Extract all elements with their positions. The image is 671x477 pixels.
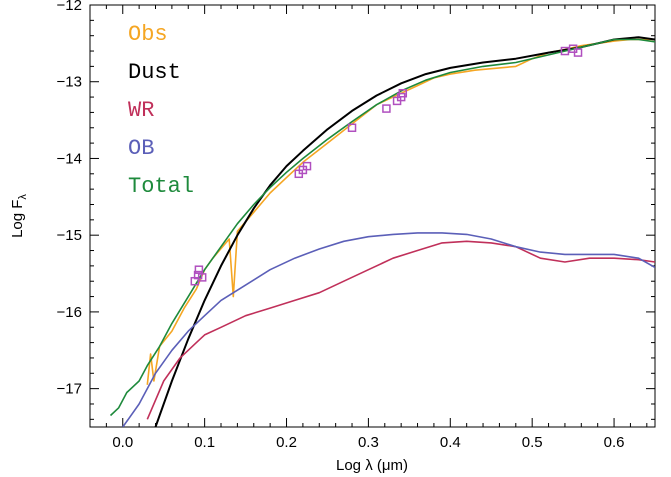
series-line-total [109, 38, 655, 417]
legend-item-wr: WR [128, 98, 154, 123]
y-tick-label: −16 [57, 304, 82, 321]
photometry-point [193, 270, 203, 280]
y-tick-label: −14 [57, 150, 82, 167]
photometry-point [347, 123, 357, 133]
x-axis-label: Log λ (μm) [336, 457, 408, 474]
svg-text:Log Fλ: Log Fλ [9, 194, 29, 238]
series-line-dust [154, 36, 655, 427]
photometry-point [560, 46, 570, 56]
legend-item-dust: Dust [128, 60, 181, 85]
y-axis-label-main: Log F [9, 200, 26, 238]
y-tick-label: −12 [57, 0, 82, 14]
legend-item-total: Total [128, 174, 194, 199]
legend-item-obs: Obs [128, 22, 168, 47]
x-tick-label: 0.5 [522, 434, 543, 451]
x-tick-label: 0.2 [276, 434, 297, 451]
x-tick-label: 0.4 [440, 434, 461, 451]
y-tick-label: −15 [57, 227, 82, 244]
x-tick-label: 0.3 [358, 434, 379, 451]
x-tick-label: 0.1 [194, 434, 215, 451]
photometry-point [302, 161, 312, 171]
photometry-point [398, 88, 408, 98]
y-axis-label: Log Fλ [9, 194, 29, 238]
series-line-ob [122, 232, 655, 427]
photometry-point [573, 48, 583, 57]
series-line-wr [146, 240, 655, 420]
y-tick-label: −13 [57, 74, 82, 91]
photometry-point [382, 104, 391, 113]
plot-frame [89, 4, 656, 428]
y-tick-label: −17 [57, 381, 82, 398]
x-tick-label: 0.6 [604, 434, 625, 451]
x-tick-label: 0.0 [112, 434, 133, 451]
y-axis-label-sub: λ [17, 194, 29, 200]
legend-item-ob: OB [128, 136, 154, 161]
